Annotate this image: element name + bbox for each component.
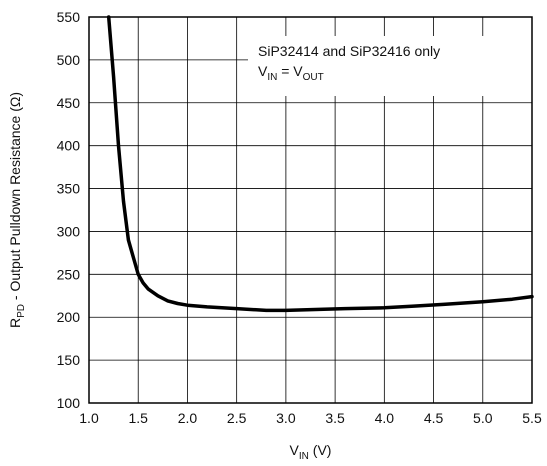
x-tick-label: 1.0 — [79, 410, 99, 426]
annotation-box — [248, 36, 532, 96]
x-tick-label: 2.5 — [227, 410, 247, 426]
y-tick-label: 400 — [57, 138, 81, 154]
y-tick-label: 550 — [57, 9, 81, 25]
y-tick-label: 150 — [57, 352, 81, 368]
plot-frame — [88, 16, 533, 404]
series-layer — [106, 15, 534, 313]
y-tick-label: 450 — [57, 95, 81, 111]
y-tick-label: 350 — [57, 181, 81, 197]
x-tick-label: 2.0 — [178, 410, 198, 426]
y-tick-labels: 100 150 200 250 300 350 400 450 500 550 — [57, 9, 81, 411]
annotation-line-1: SiP32414 and SiP32416 only — [258, 43, 440, 59]
x-tick-label: 5.0 — [473, 410, 493, 426]
x-tick-label: 3.0 — [276, 410, 296, 426]
x-axis-label: VIN (V) — [290, 442, 332, 462]
y-tick-label: 300 — [57, 223, 81, 239]
annotation-line-2: VIN = VOUT — [258, 63, 324, 83]
series-line — [106, 15, 534, 313]
x-tick-labels: 1.0 1.5 2.0 2.5 3.0 3.5 4.0 4.5 5.0 5.5 — [79, 410, 542, 426]
x-tick-label: 1.5 — [128, 410, 148, 426]
y-tick-label: 100 — [57, 395, 81, 411]
y-tick-label: 200 — [57, 309, 81, 325]
x-tick-label: 3.5 — [325, 410, 345, 426]
y-axis-label: RPD - Output Pulldown Resistance (Ω) — [7, 92, 27, 328]
y-tick-label: 250 — [57, 266, 81, 282]
x-tick-label: 4.0 — [375, 410, 395, 426]
x-tick-label: 5.5 — [522, 410, 542, 426]
x-tick-label: 4.5 — [424, 410, 444, 426]
y-tick-label: 500 — [57, 52, 81, 68]
